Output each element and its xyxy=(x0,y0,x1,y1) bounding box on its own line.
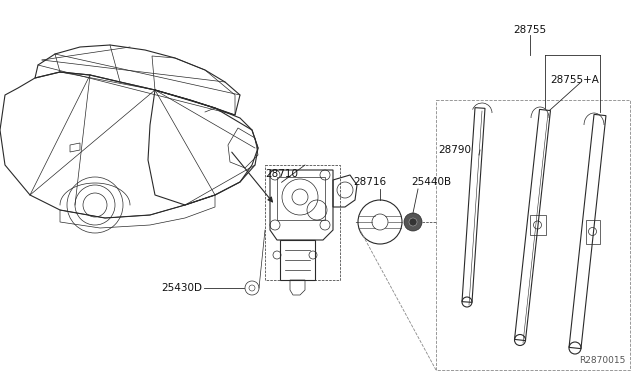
Circle shape xyxy=(409,218,417,226)
Text: 25430D: 25430D xyxy=(161,283,202,293)
Text: 28716: 28716 xyxy=(353,177,387,187)
Text: 28710: 28710 xyxy=(265,169,298,179)
Text: 28790: 28790 xyxy=(438,145,472,155)
Circle shape xyxy=(404,213,422,231)
Text: 28755: 28755 xyxy=(513,25,547,35)
Text: 28755+A: 28755+A xyxy=(550,75,600,85)
Text: 25440B: 25440B xyxy=(411,177,451,187)
Text: R2870015: R2870015 xyxy=(579,356,625,365)
